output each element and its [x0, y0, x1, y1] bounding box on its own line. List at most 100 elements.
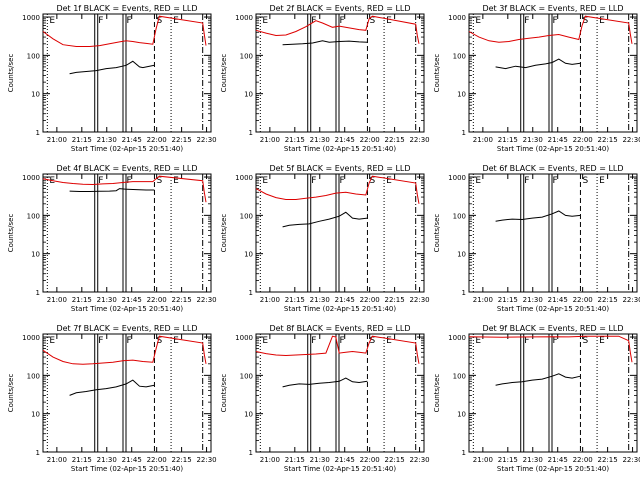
- events-series-line: [282, 40, 368, 46]
- x-tick-label: 21:30: [97, 456, 117, 464]
- x-tick-label: 21:15: [285, 136, 305, 144]
- x-tick-label: 21:45: [548, 296, 568, 304]
- marker-label: S: [582, 176, 588, 186]
- y-tick-label: 10: [457, 91, 466, 99]
- x-tick-label: 21:15: [72, 136, 92, 144]
- marker-label: S: [156, 336, 162, 346]
- y-tick-label: 10: [244, 411, 253, 419]
- x-tick-label: 22:00: [573, 456, 593, 464]
- x-tick-label: 22:15: [385, 136, 405, 144]
- y-axis-label: Counts/sec: [7, 374, 15, 413]
- marker-label: F: [98, 176, 103, 186]
- x-tick-label: 22:30: [409, 136, 429, 144]
- y-tick-label: 1: [36, 129, 40, 137]
- plot-frame: [255, 173, 425, 293]
- y-axis-label: Counts/sec: [433, 54, 441, 93]
- marker-label: S: [156, 176, 162, 186]
- lld-series-line: [255, 15, 420, 44]
- x-tick-label: 22:15: [172, 136, 192, 144]
- marker-label: F: [340, 16, 345, 26]
- marker-label: F: [553, 16, 558, 26]
- y-tick-label: 1: [462, 449, 466, 457]
- lld-series-line: [255, 335, 420, 364]
- marker-label: F: [311, 16, 316, 26]
- y-tick-label: 100: [27, 372, 40, 380]
- x-tick-label: 22:00: [360, 456, 380, 464]
- marker-label: E: [173, 176, 179, 186]
- x-tick-label: 21:00: [47, 456, 67, 464]
- events-series-line: [495, 58, 581, 70]
- lld-series-line: [42, 15, 207, 47]
- marker-label: F: [311, 336, 316, 346]
- marker-label: E: [49, 16, 55, 26]
- lld-series-line: [468, 15, 633, 44]
- y-tick-label: 1000: [235, 174, 253, 182]
- y-tick-label: 100: [453, 372, 466, 380]
- panel-title: Det 6f BLACK = Events, RED = LLD: [482, 164, 623, 173]
- y-tick-label: 10: [31, 411, 40, 419]
- plot-frame: [42, 13, 212, 133]
- x-tick-label: 21:00: [47, 296, 67, 304]
- y-tick-label: 100: [27, 52, 40, 60]
- plot-frame: [468, 333, 638, 453]
- y-tick-label: 1: [249, 289, 253, 297]
- marker-label: F: [340, 336, 345, 346]
- x-tick-label: 22:00: [573, 296, 593, 304]
- x-tick-label: 21:15: [285, 296, 305, 304]
- x-tick-label: 22:30: [409, 296, 429, 304]
- y-tick-label: 1: [249, 129, 253, 137]
- y-axis-label: Counts/sec: [7, 54, 15, 93]
- x-tick-label: 21:30: [310, 136, 330, 144]
- y-axis-label: Counts/sec: [220, 214, 228, 253]
- y-tick-label: 10: [457, 251, 466, 259]
- x-tick-label: 21:00: [473, 456, 493, 464]
- marker-label: E: [475, 16, 481, 26]
- y-tick-label: 1: [462, 289, 466, 297]
- events-series-line: [495, 373, 581, 386]
- x-tick-label: 22:30: [622, 136, 640, 144]
- x-tick-label: 21:45: [335, 456, 355, 464]
- marker-label: F: [553, 336, 558, 346]
- marker-label: E: [262, 336, 268, 346]
- marker-label: E: [599, 336, 605, 346]
- marker-label: S: [582, 336, 588, 346]
- x-tick-label: 21:30: [523, 456, 543, 464]
- x-tick-label: 21:45: [122, 296, 142, 304]
- y-axis-label: Counts/sec: [220, 374, 228, 413]
- marker-label: F: [524, 16, 529, 26]
- marker-label: F: [127, 336, 132, 346]
- marker-label: E: [173, 16, 179, 26]
- marker-label: E: [173, 336, 179, 346]
- x-tick-label: 22:30: [409, 456, 429, 464]
- events-series-line: [69, 188, 155, 192]
- x-tick-label: 21:15: [498, 136, 518, 144]
- y-tick-label: 1000: [235, 14, 253, 22]
- x-axis-label: Start Time (02-Apr-15 20:51:40): [497, 465, 609, 473]
- x-axis-label: Start Time (02-Apr-15 20:51:40): [284, 465, 396, 473]
- x-tick-label: 22:00: [147, 296, 167, 304]
- y-tick-label: 1000: [448, 334, 466, 342]
- x-tick-label: 21:45: [122, 456, 142, 464]
- x-axis-label: Start Time (02-Apr-15 20:51:40): [497, 305, 609, 313]
- lld-series-line: [42, 335, 207, 365]
- y-tick-label: 100: [240, 52, 253, 60]
- y-tick-label: 1: [36, 449, 40, 457]
- detector-panel-7: Det 7f BLACK = Events, RED = LLD 1 10 100 10…: [7, 324, 217, 473]
- marker-label: F: [340, 176, 345, 186]
- x-axis-label: Start Time (02-Apr-15 20:51:40): [71, 465, 183, 473]
- marker-label: F: [98, 16, 103, 26]
- marker-label: E: [386, 16, 392, 26]
- y-tick-label: 1000: [22, 334, 40, 342]
- panel-title: Det 5f BLACK = Events, RED = LLD: [269, 164, 410, 173]
- marker-label: S: [369, 16, 375, 26]
- detector-panel-3: Det 3f BLACK = Events, RED = LLD 1 10 100 10…: [433, 4, 640, 153]
- x-tick-label: 22:30: [196, 456, 216, 464]
- x-tick-label: 22:30: [196, 296, 216, 304]
- detector-panel-4: Det 4f BLACK = Events, RED = LLD 1 10 100 10…: [7, 164, 217, 313]
- events-series-line: [69, 379, 155, 396]
- x-tick-label: 22:00: [360, 136, 380, 144]
- x-tick-label: 21:15: [498, 456, 518, 464]
- plot-frame: [468, 13, 638, 133]
- x-tick-label: 21:15: [498, 296, 518, 304]
